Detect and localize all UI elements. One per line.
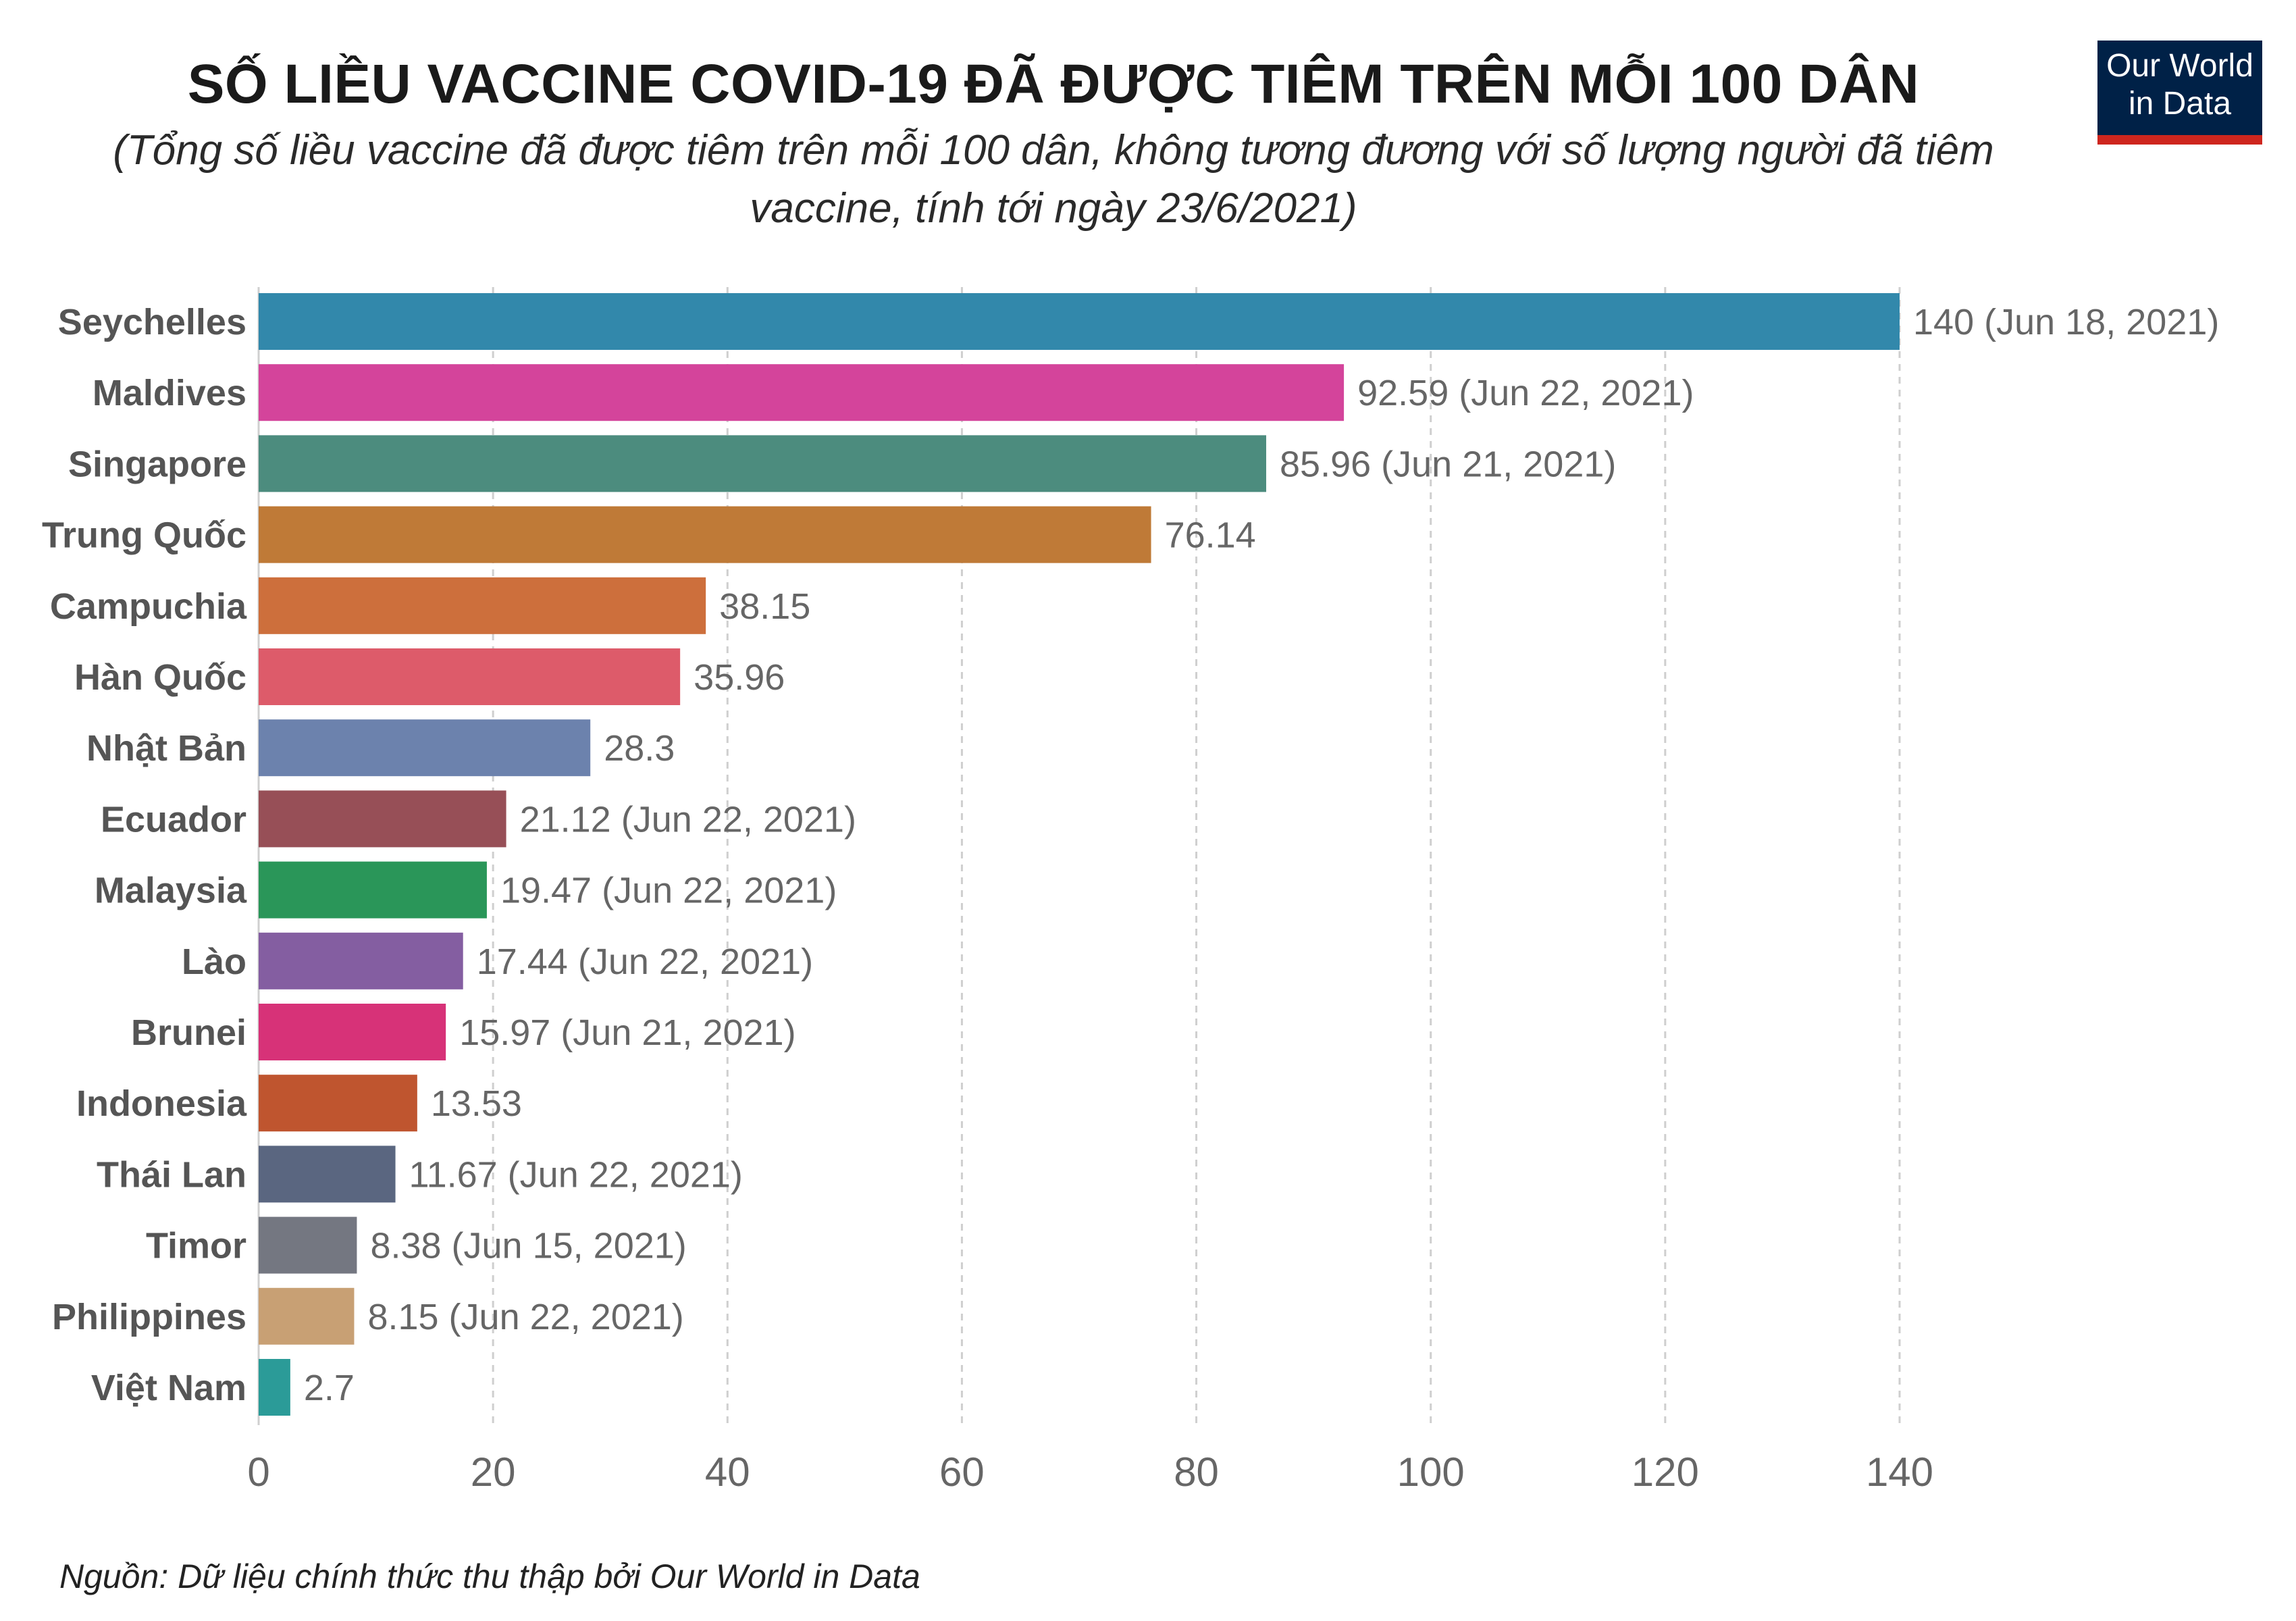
bar-seychelles[interactable]: [259, 293, 1900, 350]
bar-nhat-ban[interactable]: [259, 719, 591, 777]
category-label-trung-quoc: Trung Quốc: [42, 515, 246, 556]
category-label-campuchia: Campuchia: [50, 586, 247, 627]
bar-maldives[interactable]: [259, 364, 1345, 421]
value-label-singapore: 85.96 (Jun 21, 2021): [1280, 444, 1616, 484]
bar-timor[interactable]: [259, 1216, 357, 1274]
bar-indonesia[interactable]: [259, 1075, 417, 1132]
value-label-seychelles: 140 (Jun 18, 2021): [1913, 302, 2219, 342]
value-label-campuchia: 38.15: [719, 586, 810, 627]
value-label-lao: 17.44 (Jun 22, 2021): [477, 942, 813, 982]
logo-accent-bar: [2097, 135, 2262, 145]
value-label-timor: 8.38 (Jun 15, 2021): [370, 1226, 686, 1266]
x-tick-label-20: 20: [471, 1449, 516, 1495]
value-label-maldives: 92.59 (Jun 22, 2021): [1357, 373, 1694, 413]
value-label-han-quoc: 35.96: [694, 657, 785, 698]
category-label-nhat-ban: Nhật Bản: [86, 728, 246, 769]
x-tick-label-0: 0: [247, 1449, 269, 1495]
chart-subtitle-line-1: (Tổng số liều vaccine đã được tiêm trên …: [113, 127, 1994, 174]
value-label-brunei: 15.97 (Jun 21, 2021): [459, 1012, 795, 1053]
x-tick-label-60: 60: [939, 1449, 985, 1495]
source-note: Nguồn: Dữ liệu chính thức thu thập bởi O…: [59, 1558, 920, 1595]
category-label-philippines: Philippines: [52, 1297, 246, 1337]
bar-lao[interactable]: [259, 932, 463, 989]
bar-han-quoc[interactable]: [259, 648, 681, 705]
category-label-han-quoc: Hàn Quốc: [74, 657, 246, 698]
bar-campuchia[interactable]: [259, 577, 706, 634]
value-label-malaysia: 19.47 (Jun 22, 2021): [500, 871, 837, 911]
bar-thai-lan[interactable]: [259, 1146, 396, 1203]
bar-brunei[interactable]: [259, 1004, 446, 1060]
chart-x-axis: 0 20 40 60 80 100 120 140: [247, 1449, 1933, 1495]
x-tick-label-80: 80: [1174, 1449, 1219, 1495]
value-label-indonesia: 13.53: [431, 1083, 522, 1124]
category-label-seychelles: Seychelles: [58, 302, 246, 342]
bar-singapore[interactable]: [259, 435, 1267, 492]
category-label-singapore: Singapore: [68, 444, 246, 484]
category-label-ecuador: Ecuador: [101, 799, 246, 840]
value-label-ecuador: 21.12 (Jun 22, 2021): [520, 799, 856, 840]
value-label-philippines: 8.15 (Jun 22, 2021): [367, 1297, 683, 1337]
category-label-indonesia: Indonesia: [76, 1083, 247, 1124]
chart-subtitle: (Tổng số liều vaccine đã được tiêm trên …: [41, 122, 2066, 238]
value-label-nhat-ban: 28.3: [604, 728, 675, 769]
x-tick-label-140: 140: [1866, 1449, 1933, 1495]
value-label-viet-nam: 2.7: [304, 1368, 355, 1408]
chart-value-labels: 140 (Jun 18, 2021) 92.59 (Jun 22, 2021) 85…: [304, 302, 2219, 1408]
category-label-maldives: Maldives: [93, 373, 246, 413]
value-label-trung-quoc: 76.14: [1165, 515, 1256, 556]
category-label-timor: Timor: [146, 1226, 246, 1266]
category-label-malaysia: Malaysia: [95, 871, 247, 911]
our-world-in-data-logo[interactable]: Our World in Data: [2097, 41, 2262, 145]
bar-viet-nam[interactable]: [259, 1359, 290, 1416]
bar-chart: Seychelles Maldives Singapore Trung Quốc Cam…: [42, 287, 2219, 1495]
bar-malaysia[interactable]: [259, 861, 487, 919]
x-tick-label-40: 40: [705, 1449, 750, 1495]
chart-title: SỐ LIỀU VACCINE COVID-19 ĐÃ ĐƯỢC TIÊM TR…: [187, 53, 1920, 115]
bar-ecuador[interactable]: [259, 790, 506, 848]
category-label-brunei: Brunei: [131, 1012, 246, 1053]
chart-bars: [259, 293, 1900, 1416]
logo-line-1: Our World: [2106, 48, 2253, 84]
logo-line-2: in Data: [2128, 86, 2232, 122]
bar-trung-quoc[interactable]: [259, 506, 1151, 563]
x-tick-label-120: 120: [1632, 1449, 1699, 1495]
category-label-viet-nam: Việt Nam: [91, 1368, 246, 1408]
x-tick-label-100: 100: [1397, 1449, 1465, 1495]
category-label-thai-lan: Thái Lan: [97, 1154, 246, 1195]
bar-philippines[interactable]: [259, 1287, 355, 1345]
category-label-lao: Lào: [182, 942, 246, 982]
value-label-thai-lan: 11.67 (Jun 22, 2021): [409, 1154, 743, 1195]
chart-subtitle-line-2: vaccine, tính tới ngày 23/6/2021): [750, 185, 1357, 232]
chart-category-labels: Seychelles Maldives Singapore Trung Quốc Cam…: [42, 302, 247, 1408]
